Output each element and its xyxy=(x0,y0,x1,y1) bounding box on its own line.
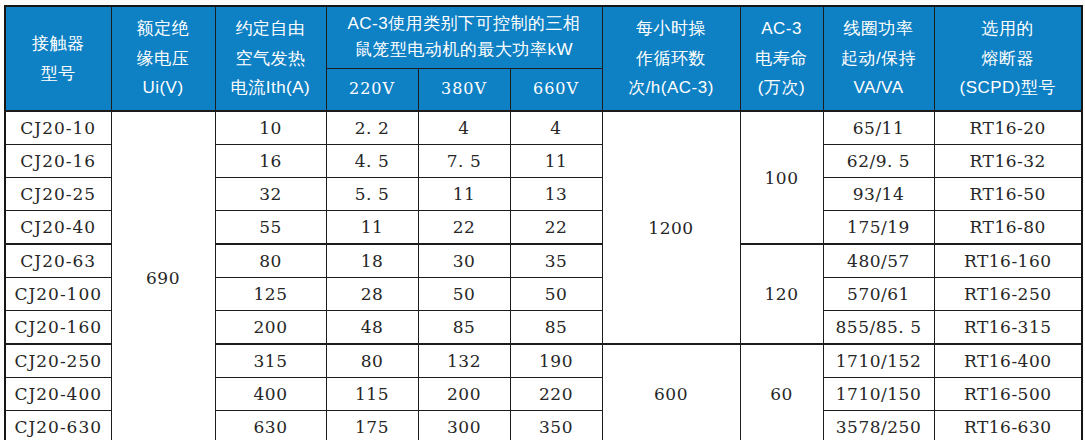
cell-coil-power: 3578/250 xyxy=(823,411,934,440)
cell-power-220v: 115 xyxy=(326,378,418,411)
cell-ith: 55 xyxy=(215,211,326,245)
cell-power-380v: 7. 5 xyxy=(418,145,510,178)
cell-cycles-group: 600 xyxy=(602,344,740,440)
header-220v: 220V xyxy=(326,68,418,111)
cell-power-380v: 4 xyxy=(418,111,510,145)
header-380v: 380V xyxy=(418,68,510,111)
cell-power-380v: 30 xyxy=(418,244,510,278)
header-row-main: 接触器 型号 额定绝 缘电压 Ui(V) 约定自由 空气发热 电流Ith(A) … xyxy=(5,6,1082,68)
cell-ith: 315 xyxy=(215,344,326,378)
cell-coil-power: 62/9. 5 xyxy=(823,145,934,178)
cell-coil-power: 93/14 xyxy=(823,178,934,211)
header-contactor-model: 接触器 型号 xyxy=(5,6,111,111)
cell-power-660v: 35 xyxy=(510,244,602,278)
cell-power-380v: 200 xyxy=(418,378,510,411)
cell-power-660v: 190 xyxy=(510,344,602,378)
cell-power-660v: 4 xyxy=(510,111,602,145)
page: 接触器 型号 额定绝 缘电压 Ui(V) 约定自由 空气发热 电流Ith(A) … xyxy=(0,0,1085,440)
cell-power-660v: 13 xyxy=(510,178,602,211)
cell-coil-power: 570/61 xyxy=(823,278,934,311)
cell-life-group: 60 xyxy=(740,344,823,440)
cell-power-660v: 22 xyxy=(510,211,602,245)
header-thermal-current: 约定自由 空气发热 电流Ith(A) xyxy=(215,6,326,111)
cell-coil-power: 480/57 xyxy=(823,244,934,278)
cell-coil-power: 1710/152 xyxy=(823,344,934,378)
cell-power-220v: 2. 2 xyxy=(326,111,418,145)
cell-power-380v: 11 xyxy=(418,178,510,211)
cell-fuse: RT16-160 xyxy=(934,244,1082,278)
cell-coil-power: 1710/150 xyxy=(823,378,934,411)
cell-coil-power: 855/85. 5 xyxy=(823,311,934,345)
cell-power-660v: 11 xyxy=(510,145,602,178)
cell-power-380v: 132 xyxy=(418,344,510,378)
cell-ith: 200 xyxy=(215,311,326,345)
cell-power-220v: 11 xyxy=(326,211,418,245)
cell-power-380v: 50 xyxy=(418,278,510,311)
cell-fuse: RT16-80 xyxy=(934,211,1082,245)
cell-model: CJ20-100 xyxy=(5,278,111,311)
cell-power-220v: 80 xyxy=(326,344,418,378)
header-ac3-electrical-life: AC-3 电寿命 (万次) xyxy=(740,6,823,111)
cell-model: CJ20-10 xyxy=(5,111,111,145)
header-coil-power: 线圈功率 起动/保持 VA/VA xyxy=(823,6,934,111)
cell-power-380v: 300 xyxy=(418,411,510,440)
cell-model: CJ20-25 xyxy=(5,178,111,211)
cell-ith: 10 xyxy=(215,111,326,145)
header-ac3-max-power-group: AC-3使用类别下可控制的三相 鼠笼型电动机的最大功率kW xyxy=(326,6,602,68)
cell-ith: 16 xyxy=(215,145,326,178)
cell-fuse: RT16-250 xyxy=(934,278,1082,311)
cell-power-220v: 4. 5 xyxy=(326,145,418,178)
cell-fuse: RT16-400 xyxy=(934,344,1082,378)
cell-fuse: RT16-50 xyxy=(934,178,1082,211)
cell-model: CJ20-63 xyxy=(5,244,111,278)
cell-power-660v: 220 xyxy=(510,378,602,411)
cell-fuse: RT16-500 xyxy=(934,378,1082,411)
cell-ith: 400 xyxy=(215,378,326,411)
cell-cycles-group: 1200 xyxy=(602,111,740,344)
cell-power-220v: 5. 5 xyxy=(326,178,418,211)
cell-model: CJ20-630 xyxy=(5,411,111,440)
cell-power-220v: 28 xyxy=(326,278,418,311)
cell-power-380v: 85 xyxy=(418,311,510,345)
cell-power-220v: 175 xyxy=(326,411,418,440)
cell-power-660v: 350 xyxy=(510,411,602,440)
header-insulation-voltage: 额定绝 缘电压 Ui(V) xyxy=(111,6,215,111)
cell-ith: 125 xyxy=(215,278,326,311)
header-operating-cycles: 每小时操 作循环数 次/h(AC-3) xyxy=(602,6,740,111)
cell-power-220v: 48 xyxy=(326,311,418,345)
cell-coil-power: 65/11 xyxy=(823,111,934,145)
cell-fuse: RT16-630 xyxy=(934,411,1082,440)
cell-power-660v: 85 xyxy=(510,311,602,345)
contactor-spec-table: 接触器 型号 额定绝 缘电压 Ui(V) 约定自由 空气发热 电流Ith(A) … xyxy=(4,5,1083,440)
header-fuse-type: 选用的 熔断器 (SCPD)型号 xyxy=(934,6,1082,111)
cell-model: CJ20-40 xyxy=(5,211,111,245)
cell-model: CJ20-160 xyxy=(5,311,111,345)
cell-power-660v: 50 xyxy=(510,278,602,311)
table-row: CJ20-10 690 10 2. 2 4 4 1200 100 65/11 R… xyxy=(5,111,1082,145)
cell-power-380v: 22 xyxy=(418,211,510,245)
cell-ith: 80 xyxy=(215,244,326,278)
cell-fuse: RT16-32 xyxy=(934,145,1082,178)
header-660v: 660V xyxy=(510,68,602,111)
cell-life-group: 120 xyxy=(740,244,823,344)
cell-fuse: RT16-315 xyxy=(934,311,1082,345)
cell-insulation-voltage: 690 xyxy=(111,111,215,440)
cell-coil-power: 175/19 xyxy=(823,211,934,245)
cell-life-group: 100 xyxy=(740,111,823,244)
cell-model: CJ20-250 xyxy=(5,344,111,378)
cell-model: CJ20-16 xyxy=(5,145,111,178)
cell-ith: 32 xyxy=(215,178,326,211)
cell-model: CJ20-400 xyxy=(5,378,111,411)
cell-ith: 630 xyxy=(215,411,326,440)
cell-fuse: RT16-20 xyxy=(934,111,1082,145)
cell-power-220v: 18 xyxy=(326,244,418,278)
